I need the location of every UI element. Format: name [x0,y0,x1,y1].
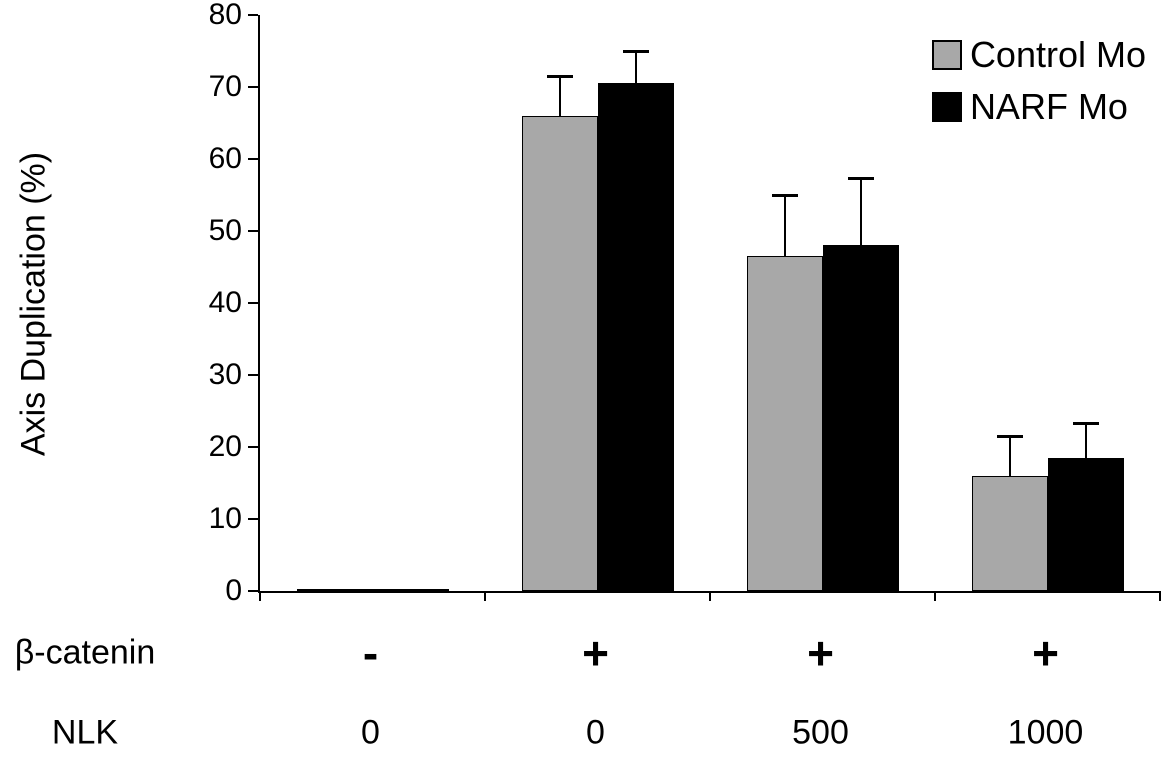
error-bar-cap-control-mo-group-3 [771,194,798,197]
error-bar-cap-narf-mo-group-3 [847,177,874,181]
error-bar-line-narf-mo-group-2 [634,51,637,84]
x-axis-row-label-nlk: NLK [51,713,119,752]
error-bar-cap-control-mo-group-2 [546,75,573,79]
legend-swatch-control-mo [931,40,962,70]
y-tick-label: 70 [208,70,242,103]
x-tick-mark [1159,591,1161,601]
y-tick-label: 60 [208,142,242,175]
y-tick-mark [248,158,258,160]
x-axis-row-nlk: NLK 0 0 500 1000 [0,702,1173,764]
bar-control-mo-group-4 [971,475,1048,591]
y-tick-mark [248,86,258,88]
y-tick-label: 40 [208,286,242,319]
x-tick-mark [934,591,936,601]
legend-label-narf-mo: NARF Mo [969,86,1128,127]
y-axis-title: Axis Duplication (%) [14,151,53,457]
y-tick-mark [248,14,258,16]
x-value-group-3-row-0: + [807,627,834,679]
error-bar-cap-narf-mo-group-2 [622,50,649,53]
bar-control-mo-group-1 [296,588,373,591]
x-tick-mark [259,591,261,601]
y-tick-label: 30 [208,358,242,391]
x-axis-row-beta-catenin: β-catenin - + + + [0,622,1173,684]
x-axis-row-label-beta-catenin: β-catenin [14,633,156,672]
x-tick-mark [484,591,486,601]
x-value-group-1-row-0: - [362,627,379,679]
x-value-group-4-row-1: 1000 [1007,713,1084,752]
y-tick-label: 20 [208,430,242,463]
legend: Control Mo NARF Mo [931,34,1146,127]
error-bar-line-narf-mo-group-3 [859,178,862,246]
y-tick-mark [248,230,258,232]
error-bar-line-control-mo-group-4 [1008,436,1011,476]
bar-control-mo-group-3 [746,256,823,591]
error-bar-line-narf-mo-group-4 [1084,423,1087,458]
plot-area: Control Mo NARF Mo 0 10 20 30 40 50 60 70 80 [209,0,1161,606]
y-tick-label: 0 [225,574,242,607]
legend-swatch-narf-mo [931,92,962,122]
legend-item-control-mo: Control Mo [931,34,1146,75]
y-tick-label: 10 [208,502,242,535]
x-value-group-1-row-1: 0 [361,713,380,752]
y-tick-mark [248,302,258,304]
bar-control-mo-group-2 [521,115,598,591]
y-tick-label: 80 [208,0,242,31]
x-value-group-4-row-0: + [1032,627,1059,679]
x-value-group-3-row-1: 500 [792,713,849,752]
legend-label-control-mo: Control Mo [969,34,1146,75]
bar-narf-mo-group-3 [822,245,899,591]
legend-item-narf-mo: NARF Mo [931,86,1146,127]
x-tick-mark [709,591,711,601]
error-bar-cap-control-mo-group-4 [996,435,1023,439]
bar-narf-mo-group-2 [597,83,674,591]
bar-narf-mo-group-4 [1047,457,1124,591]
y-tick-mark [248,518,258,520]
y-tick-label: 50 [208,214,242,247]
y-tick-mark [248,446,258,448]
y-tick-mark [248,374,258,376]
error-bar-line-control-mo-group-2 [558,76,561,116]
bar-narf-mo-group-1 [372,588,449,591]
y-tick-mark [248,590,258,592]
error-bar-cap-narf-mo-group-4 [1072,422,1099,426]
x-value-group-2-row-1: 0 [586,713,605,752]
x-value-group-2-row-0: + [582,627,609,679]
error-bar-line-control-mo-group-3 [783,195,786,257]
